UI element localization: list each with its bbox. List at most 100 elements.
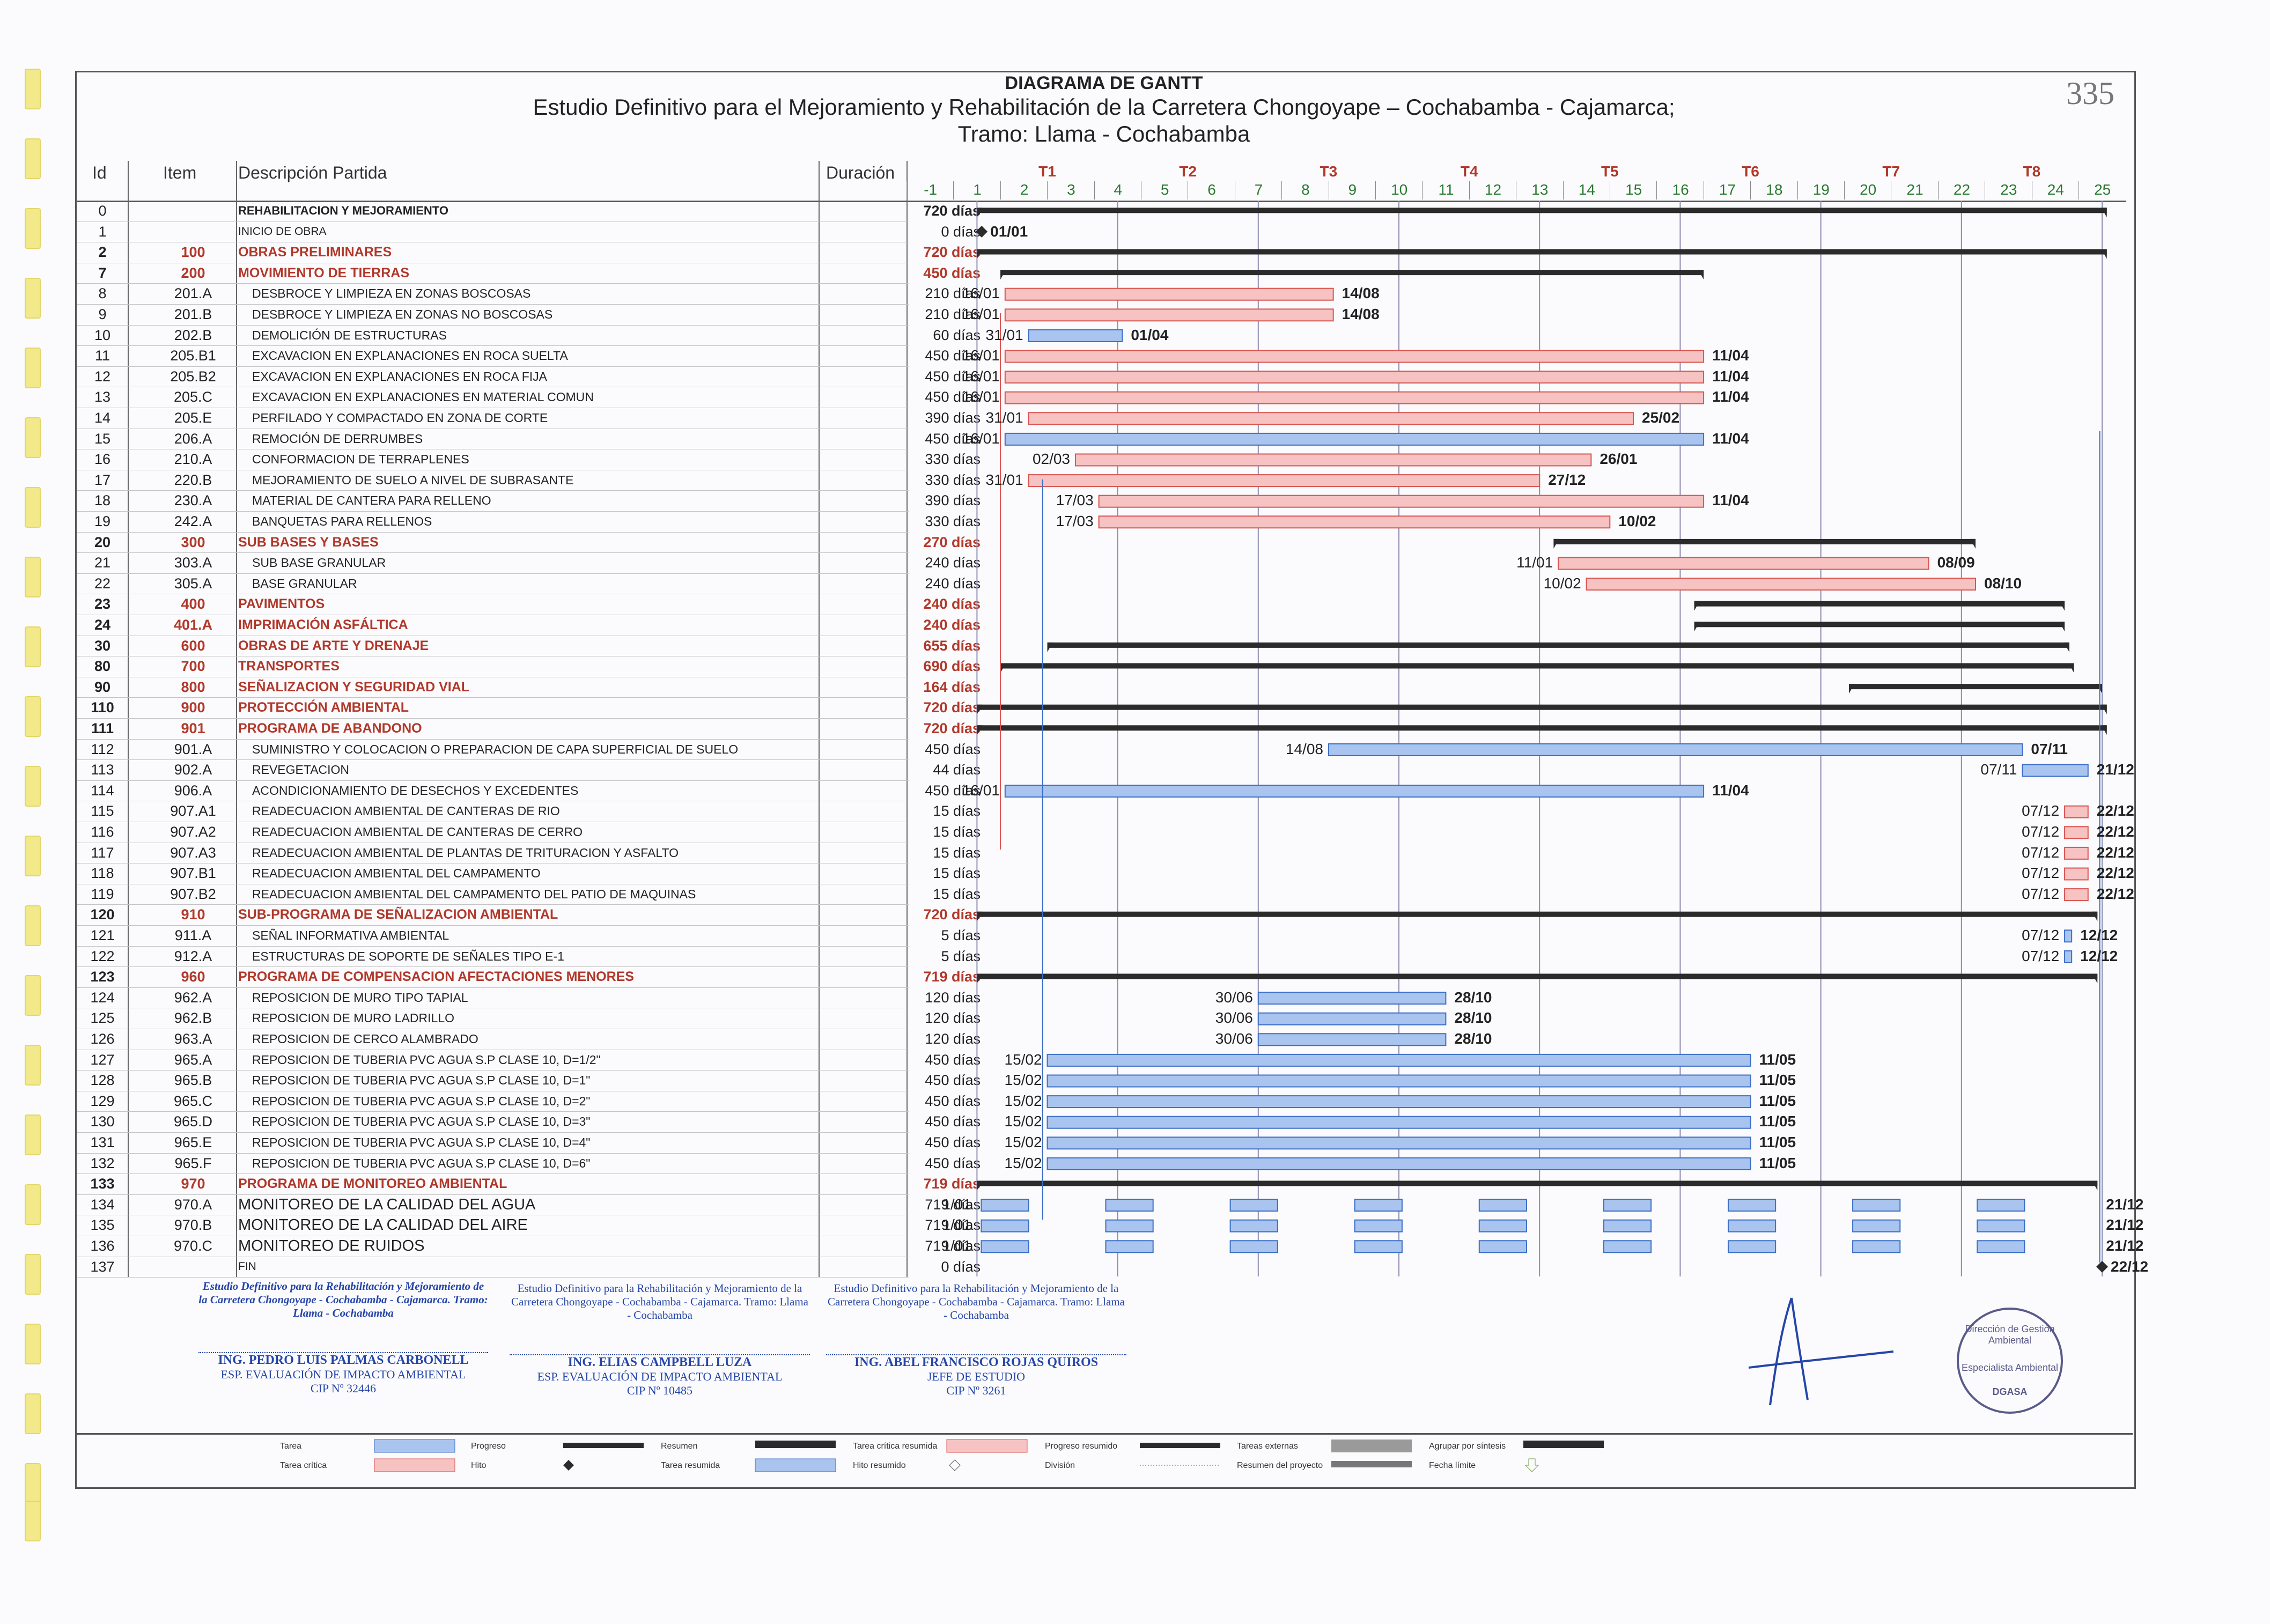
seal-text: Dirección de Gestión Ambiental [1965, 1324, 2055, 1346]
row-description: REPOSICION DE TUBERIA PVC AGUA S.P CLASE… [252, 1135, 591, 1149]
row-duration: 330 días [925, 451, 981, 468]
summary-bar [1849, 684, 2102, 690]
page-number: 335 [2066, 76, 2114, 111]
row-description: REPOSICION DE MURO TIPO TAPIAL [252, 990, 468, 1005]
table-row: 8 201.A DESBROCE Y LIMPIEZA EN ZONAS BOSCO… [77, 283, 981, 305]
row-id: 136 [90, 1238, 115, 1254]
sig-3-role: JEFE DE ESTUDIO [927, 1370, 1026, 1383]
row-item: 901 [181, 720, 205, 736]
bar-date-label: 10/02 [1543, 574, 1581, 592]
row-id: 135 [90, 1217, 115, 1234]
summary-bar [1000, 663, 2074, 669]
row-id: 110 [91, 699, 114, 716]
summary-bar [977, 1180, 2098, 1186]
bar-date-label: 22/12 [2096, 823, 2134, 840]
summary-bar [1694, 601, 2065, 607]
row-item: 205.E [174, 410, 212, 426]
row-item: 962.A [174, 989, 212, 1006]
row-duration: 720 días [923, 699, 981, 716]
bar-date-label: 10/02 [1618, 513, 1656, 529]
table-row: 10 202.B DEMOLICIÓN DE ESTRUCTURAS 60 días [77, 325, 981, 346]
month-label: 25 [2079, 181, 2126, 200]
task-split-bar [981, 1199, 1029, 1212]
task-bar [1257, 992, 1447, 1005]
row-duration: 15 días [933, 824, 981, 840]
row-id: 24 [94, 617, 111, 633]
table-row: 134 970.A MONITOREO DE LA CALIDAD DEL AGUA… [77, 1194, 981, 1216]
table-row: 2 100 OBRAS PRELIMINARES 720 días [77, 242, 981, 263]
row-duration: 0 días [941, 1258, 981, 1275]
bar-date-label: 16/01 [962, 285, 1000, 302]
row-id: 116 [91, 824, 114, 840]
task-split-bar [981, 1219, 1029, 1232]
bar-date-label: 11/04 [1712, 367, 1749, 385]
bar-date-label: 16/01 [962, 781, 1000, 799]
sig-3-cip: CIP Nº 3261 [946, 1384, 1006, 1397]
row-duration: 450 días [925, 741, 981, 757]
bar-date-label: 07/12 [2022, 885, 2060, 902]
legend-tareas-externas: Tareas externas [1237, 1442, 1298, 1451]
row-id: 121 [90, 927, 115, 943]
row-description: PAVIMENTOS [238, 596, 325, 612]
month-label: -1 [906, 181, 954, 200]
table-row: 0 REHABILITACION Y MEJORAMIENTO 720 días [77, 201, 981, 222]
row-description: MONITOREO DE LA CALIDAD DEL AIRE [238, 1216, 528, 1234]
table-row: 125 962.B REPOSICION DE MURO LADRILLO 120 d… [77, 1008, 981, 1029]
row-item: 201.A [174, 285, 212, 302]
task-split-bar [1977, 1199, 2025, 1212]
seal-stamp: Dirección de Gestión Ambiental Especiali… [1957, 1308, 2063, 1414]
tramo-title: Tramo: Llama - Cochabamba [957, 121, 1250, 146]
row-duration: 719 días [925, 1217, 981, 1234]
seal-bottom: DGASA [1992, 1386, 2028, 1397]
task-bar [1046, 1053, 1751, 1067]
table-row: 136 970.C MONITOREO DE RUIDOS 719 días [77, 1236, 981, 1257]
task-bar [1046, 1074, 1751, 1088]
row-item: 300 [181, 534, 205, 550]
table-row: 20 300 SUB BASES Y BASES 270 días [77, 532, 981, 553]
table-row: 115 907.A1 READECUACION AMBIENTAL DE CANTE… [77, 801, 981, 822]
row-id: 129 [90, 1092, 115, 1109]
row-description: REPOSICION DE MURO LADRILLO [252, 1011, 455, 1025]
row-duration: 390 días [925, 410, 981, 426]
row-description: PROGRAMA DE COMPENSACION AFECTACIONES ME… [238, 969, 635, 985]
table-row: 17 220.B MEJORAMIENTO DE SUELO A NIVEL DE … [77, 470, 981, 491]
task-bar [2064, 950, 2073, 963]
critical-task-bar [1098, 494, 1705, 508]
row-description: READECUACION AMBIENTAL DE CANTERAS DE RI… [252, 804, 560, 818]
bar-date-label: 31/01 [985, 471, 1023, 488]
row-description: CONFORMACION DE TERRAPLENES [252, 452, 469, 467]
row-description: OBRAS DE ARTE Y DRENAJE [238, 638, 429, 653]
row-duration: 450 días [925, 1051, 981, 1068]
bar-date-label: 11/05 [1759, 1072, 1796, 1089]
row-item: 965.B [174, 1072, 212, 1089]
bar-date-label: 31/01 [985, 409, 1023, 426]
bar-date-label: 1/01 [942, 1195, 971, 1213]
quarter-label: T1 [1038, 163, 1056, 180]
task-split-bar [1977, 1219, 2025, 1232]
task-bar [1004, 432, 1705, 446]
row-description: SUMINISTRO Y COLOCACION O PREPARACION DE… [252, 742, 739, 756]
table-row: 130 965.D REPOSICION DE TUBERIA PVC AGUA S… [77, 1111, 981, 1133]
legend-tarea-critica: Tarea crítica [280, 1461, 327, 1470]
col-desc-header: Descripción Partida [238, 163, 387, 182]
row-item: 303.A [174, 555, 212, 571]
bar-date-label: 26/01 [1600, 451, 1638, 468]
row-duration: 270 días [923, 534, 981, 550]
table-row: 113 902.A REVEGETACION 44 días [77, 759, 981, 781]
row-id: 126 [90, 1031, 115, 1047]
critical-task-bar [1004, 287, 1334, 301]
summary-bar [977, 725, 2107, 731]
row-duration: 210 días [925, 285, 981, 302]
bar-date-label: 28/10 [1454, 988, 1492, 1006]
critical-task-bar [1586, 578, 1977, 591]
legend-resumen-proyecto: Resumen del proyecto [1237, 1461, 1323, 1470]
row-duration: 720 días [923, 203, 981, 219]
bar-date-label: 11/04 [1712, 388, 1749, 405]
row-id: 15 [94, 430, 111, 447]
row-duration: 0 días [941, 223, 981, 240]
task-split-bar [1852, 1240, 1901, 1253]
row-duration: 720 días [923, 244, 981, 261]
month-label: 14 [1563, 181, 1610, 200]
row-item: 907.A1 [170, 803, 216, 820]
table-row: 124 962.A REPOSICION DE MURO TIPO TAPIAL 12… [77, 987, 981, 1009]
